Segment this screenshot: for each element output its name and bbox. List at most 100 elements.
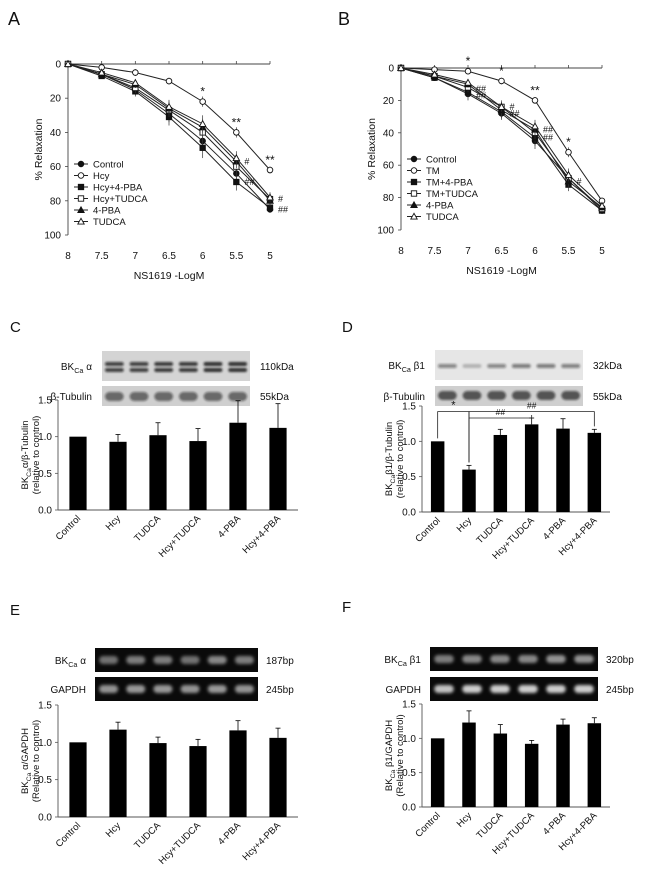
legend-marker <box>410 200 418 209</box>
bar-hcy-tudca <box>524 424 539 512</box>
gel-band <box>546 685 566 693</box>
blot-strip <box>435 386 583 406</box>
x-tick-label: 7 <box>133 251 139 262</box>
legend-marker <box>77 183 85 191</box>
data-point <box>132 69 139 76</box>
significance-mark: ** <box>530 83 540 97</box>
blot-row-label: BKCa α <box>61 362 92 375</box>
significance-mark: ## <box>543 133 553 143</box>
significance-mark: * <box>466 54 471 68</box>
legend-label: TM+TUDCA <box>426 189 479 200</box>
panel-letter-a: A <box>8 9 20 29</box>
gel-row-label: BKCa β1 <box>384 655 421 668</box>
gel-strip <box>430 647 598 671</box>
gel-band <box>434 655 454 663</box>
gel-band <box>490 655 510 663</box>
x-tick-label: 8 <box>398 246 404 257</box>
legend-label: TUDCA <box>426 212 459 223</box>
legend-label: Control <box>426 155 457 166</box>
gel-band <box>490 685 510 693</box>
data-point <box>233 178 240 186</box>
bar-control <box>430 738 445 807</box>
bar-hcy-tudca <box>524 743 539 807</box>
bar-4-pba <box>556 428 570 512</box>
bar-hcy-4-pba <box>587 432 602 512</box>
blot-band <box>437 364 457 368</box>
category-label: Hcy <box>455 810 475 830</box>
y-tick-label: 80 <box>50 196 62 207</box>
y-tick-label: 0.0 <box>402 803 416 814</box>
gel-band <box>153 656 173 664</box>
blot-band <box>511 391 531 400</box>
blot-band <box>178 392 198 401</box>
gel-row-label: GAPDH <box>385 685 421 696</box>
gel-band <box>207 685 227 693</box>
gel-band <box>574 685 594 693</box>
y-tick-label: 20 <box>50 94 62 105</box>
blot-band <box>154 362 174 366</box>
gel-size-label: 320bp <box>606 655 634 666</box>
gel-strip <box>95 648 258 672</box>
bar-4-pba <box>556 724 570 807</box>
y-axis-label: % Relaxation <box>366 118 378 180</box>
gel-band <box>126 685 146 693</box>
legend-marker <box>77 195 85 202</box>
blot-band <box>536 391 556 400</box>
series-tudca <box>64 59 274 203</box>
line-chart-b: 0 20 40 60 80 100 8 7.5 7 6.5 6 5.5 5 NS1619 -LogM % R… <box>366 54 606 277</box>
significance-mark: # <box>510 102 515 112</box>
y-tick-label: 80 <box>383 193 395 204</box>
blot-band <box>154 392 174 401</box>
blot-band <box>203 368 223 372</box>
blot-band <box>462 364 482 368</box>
blot-band <box>129 362 149 366</box>
data-point <box>232 153 241 162</box>
x-axis-label: NS1619 -LogM <box>466 265 537 277</box>
legend-label: TM <box>426 166 440 177</box>
gel-band <box>546 655 566 663</box>
data-point <box>266 166 274 174</box>
data-point <box>199 98 206 105</box>
data-point <box>531 97 539 104</box>
legend-marker <box>410 190 418 197</box>
legend-label: TM+4-PBA <box>426 178 473 189</box>
gel-band <box>207 656 227 664</box>
gel-strip <box>95 677 258 701</box>
category-label: 4-PBA <box>216 513 244 541</box>
y-tick-label: 1.0 <box>38 738 52 749</box>
category-label: Hcy+4-PBA <box>240 513 283 556</box>
western-blot-d: BKCa β1 32kDa β-Tubulin 55kDa <box>383 350 622 406</box>
y-tick-label: 1.5 <box>402 700 416 711</box>
significance-mark: ## <box>278 204 288 214</box>
blot-strip <box>435 350 583 380</box>
legend-marker <box>77 172 85 179</box>
bar-hcy <box>109 441 127 510</box>
y-axis-label: (relative to control) <box>31 416 42 495</box>
x-tick-label: 6 <box>200 251 206 262</box>
gel-band <box>153 685 173 693</box>
blot-band <box>129 368 149 372</box>
gel-band <box>126 656 146 664</box>
blot-band <box>154 368 174 372</box>
series-tudca <box>397 63 606 209</box>
x-tick-label: 6.5 <box>162 251 176 262</box>
gel-band <box>180 685 200 693</box>
gel-band <box>518 655 538 663</box>
x-tick-label: 5 <box>599 246 605 257</box>
significance-mark: # <box>278 194 283 204</box>
y-tick-label: 0.5 <box>38 469 52 480</box>
legend-marker <box>410 212 418 220</box>
data-point <box>464 78 472 86</box>
significance-mark: ## <box>527 401 537 411</box>
blot-band <box>203 392 223 401</box>
x-tick-label: 8 <box>65 251 71 262</box>
y-tick-label: 0.5 <box>38 775 52 786</box>
bar-hcy-tudca <box>189 746 207 817</box>
blot-band <box>228 368 248 372</box>
panel-letter-c: C <box>10 319 21 336</box>
data-point <box>498 77 505 85</box>
x-tick-label: 7.5 <box>428 246 442 257</box>
y-tick-label: 0 <box>55 60 61 71</box>
gel-size-label: 245bp <box>606 685 634 696</box>
legend-marker <box>410 178 418 186</box>
